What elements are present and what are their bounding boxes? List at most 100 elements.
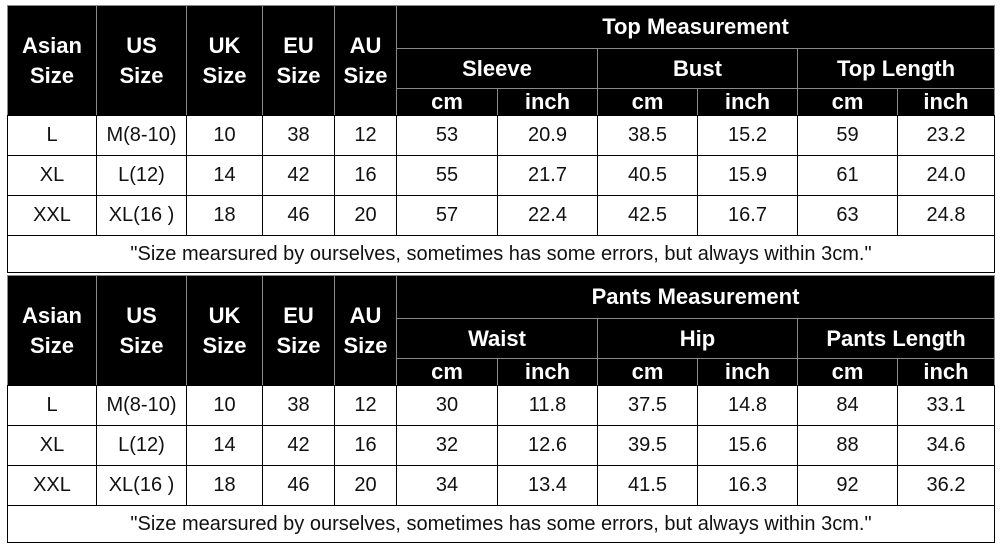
table-cell: 38.5 [597, 115, 698, 156]
table-cell-text: XXL [33, 204, 71, 226]
table-cell: 23.2 [897, 115, 995, 156]
unit-header-text: cm [831, 359, 864, 384]
table-cell: 39.5 [597, 425, 698, 466]
table-cell: 37.5 [597, 385, 698, 426]
table-cell-text: 30 [435, 394, 459, 416]
group-header-text: Hip [679, 325, 716, 351]
table-cell-text: 42 [287, 164, 310, 186]
table-cell-text: XL(16 ) [108, 204, 175, 226]
table-cell: 33.1 [897, 385, 995, 426]
table-cell: 15.2 [697, 115, 798, 156]
unit-header: inch [697, 358, 798, 386]
table-cell-text: 20 [354, 474, 377, 496]
note: "Size mearsured by ourselves, sometimes … [7, 235, 995, 273]
unit-header-text: inch [524, 359, 571, 384]
note-text: "Size mearsured by ourselves, sometimes … [130, 242, 872, 265]
unit-header: cm [797, 358, 898, 386]
size-column-header: UK Size [186, 275, 263, 386]
table-cell-text: 57 [435, 204, 459, 226]
size-column-header: US Size [96, 5, 187, 116]
table-cell: 10 [186, 115, 263, 156]
table-cell: 21.7 [497, 155, 598, 196]
table-cell-text: XL(16 ) [108, 474, 175, 496]
table-cell-text: 40.5 [628, 164, 667, 186]
table-cell: L [7, 115, 97, 156]
group-header: Bust [597, 48, 798, 89]
table-cell: 84 [797, 385, 898, 426]
table-cell: XL(16 ) [96, 195, 187, 236]
table-cell-text: 38.5 [628, 124, 667, 146]
table-cell: 11.8 [497, 385, 598, 426]
table-cell: 24.0 [897, 155, 995, 196]
table-cell: 20 [334, 465, 397, 506]
table-cell: 20.9 [497, 115, 598, 156]
unit-header-text: inch [923, 359, 969, 384]
table-cell: 61 [797, 155, 898, 196]
table-cell: 22.4 [497, 195, 598, 236]
table-cell-text: 88 [836, 434, 859, 456]
table-cell: 63 [797, 195, 898, 236]
table-cell-text: 20 [354, 204, 377, 226]
table-cell-text: L(12) [118, 164, 165, 186]
table-cell-text: 20.9 [528, 124, 567, 146]
measurement-title: Top Measurement [396, 5, 995, 49]
size-column-header: EU Size [262, 5, 335, 116]
note-text: "Size mearsured by ourselves, sometimes … [130, 512, 872, 535]
table-cell-text: 12 [354, 394, 377, 416]
table-cell-text: 15.6 [728, 434, 767, 456]
table-cell: 20 [334, 195, 397, 236]
table-cell-text: 46 [287, 474, 310, 496]
table-cell: 30 [396, 385, 498, 426]
measurement-title-text: Top Measurement [602, 14, 789, 39]
table-cell: 15.6 [697, 425, 798, 466]
group-header: Sleeve [396, 48, 598, 89]
measurement-title: Pants Measurement [396, 275, 995, 319]
size-column-header: UK Size [186, 5, 263, 116]
table-cell: 16 [334, 425, 397, 466]
table-cell-text: 24.0 [926, 164, 966, 186]
unit-header: cm [797, 88, 898, 116]
size-column-header-text: EU Size [276, 302, 321, 358]
size-column-header-text: UK Size [202, 32, 247, 88]
unit-header-text: inch [923, 89, 969, 114]
table-cell: 10 [186, 385, 263, 426]
table-cell-text: M(8-10) [106, 394, 177, 416]
table-cell-text: 46 [287, 204, 310, 226]
table-cell: 38 [262, 385, 335, 426]
table-cell-text: 24.8 [926, 204, 966, 226]
unit-header-text: cm [431, 359, 463, 384]
table-cell-text: 18 [213, 474, 236, 496]
table-cell-text: 33.1 [926, 394, 966, 416]
table-cell: 14 [186, 155, 263, 196]
size-column-header: Asian Size [7, 5, 97, 116]
table-cell: 40.5 [597, 155, 698, 196]
table-cell-text: XXL [33, 474, 71, 496]
table-cell-text: L [46, 394, 58, 416]
table-cell: 55 [396, 155, 498, 196]
unit-header-text: cm [631, 89, 664, 114]
table-cell-text: 38 [287, 124, 310, 146]
group-header: Pants Length [797, 318, 995, 359]
size-column-header-text: Asian Size [22, 32, 82, 88]
table-cell: 42 [262, 425, 335, 466]
table-cell: 59 [797, 115, 898, 156]
table-cell: 14.8 [697, 385, 798, 426]
table-cell-text: 42 [287, 434, 310, 456]
group-header: Top Length [797, 48, 995, 89]
size-column-header-text: UK Size [202, 302, 247, 358]
group-header-text: Top Length [836, 55, 956, 81]
table-cell: 12.6 [497, 425, 598, 466]
size-column-header-text: EU Size [276, 32, 321, 88]
group-header-text: Bust [673, 55, 722, 81]
unit-header-text: cm [631, 359, 664, 384]
table-cell-text: 16.7 [728, 204, 767, 226]
unit-header: cm [396, 358, 498, 386]
size-column-header: Asian Size [7, 275, 97, 386]
unit-header-text: cm [831, 89, 864, 114]
table-cell-text: 63 [836, 204, 859, 226]
table-cell-text: M(8-10) [106, 124, 177, 146]
size-column-header-text: AU Size [343, 302, 388, 358]
table-cell-text: 84 [836, 394, 859, 416]
table-cell-text: 16 [354, 164, 377, 186]
